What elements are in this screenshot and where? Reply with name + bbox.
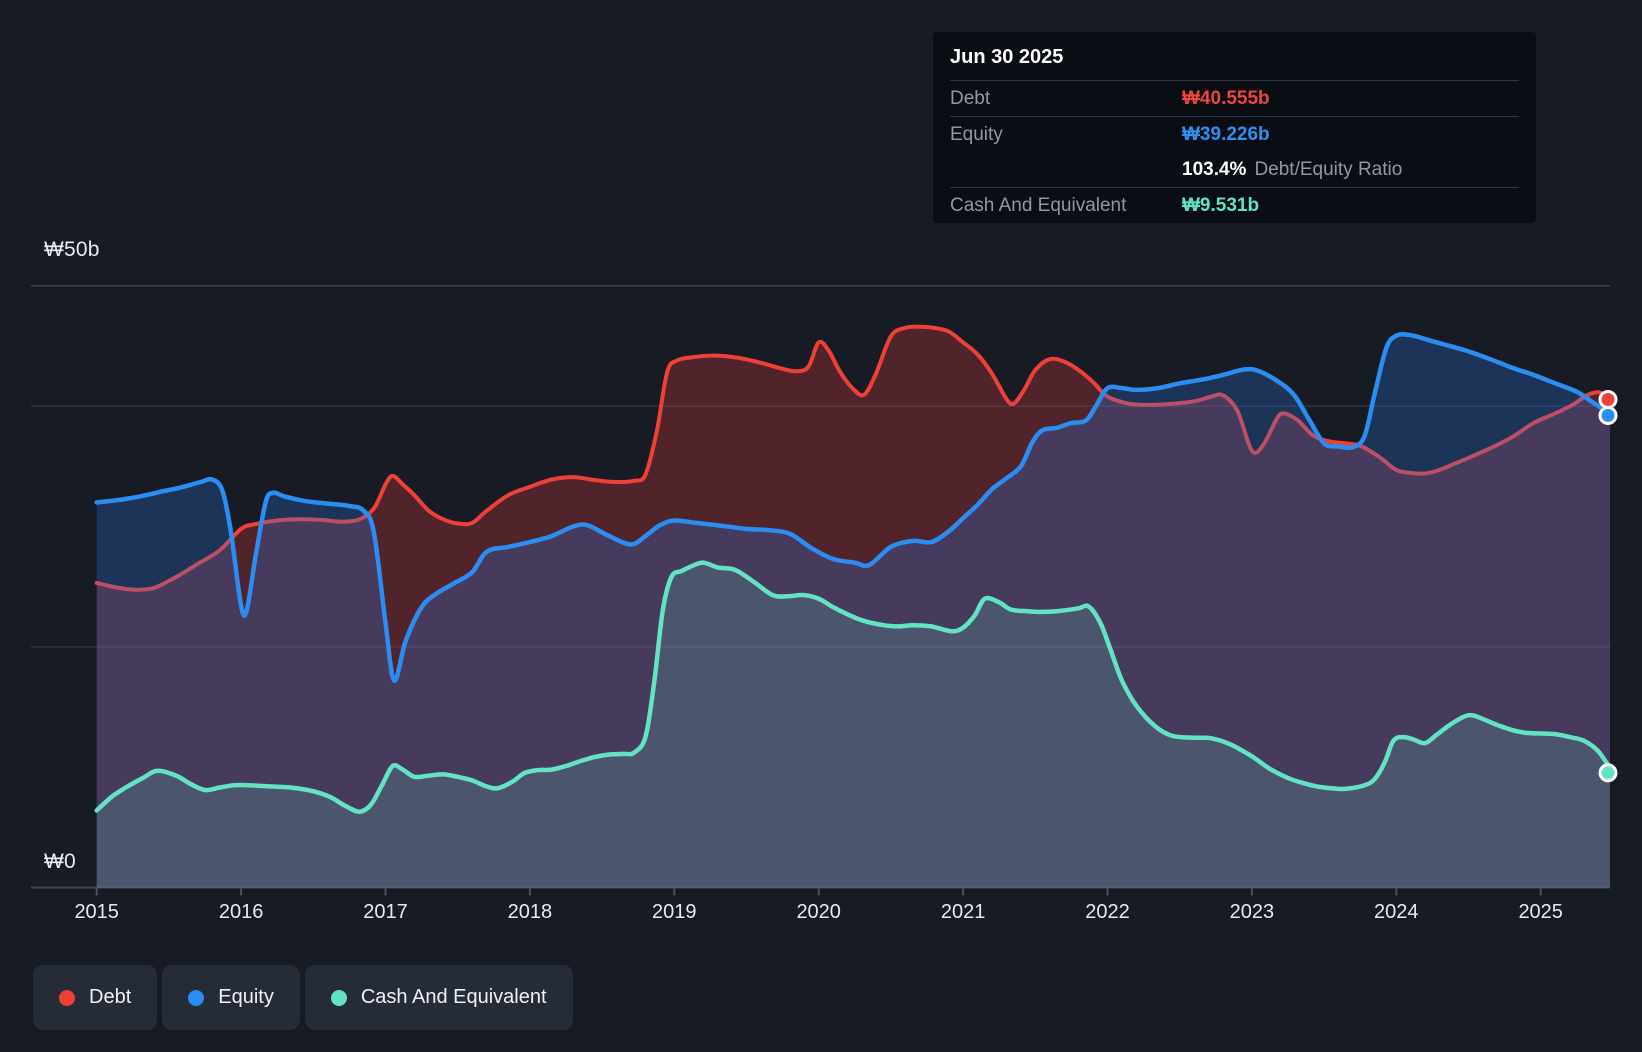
legend-dot-icon (330, 989, 347, 1006)
tooltip-row-cash: Cash And Equivalent ₩9.531b (950, 187, 1519, 223)
x-axis-label-2021: 2021 (940, 901, 986, 923)
x-axis-label-2022: 2022 (1085, 901, 1130, 923)
equity-area (96, 334, 1610, 888)
tooltip-debt-label: Debt (950, 87, 991, 109)
legend-item-cash-and-equivalent[interactable]: Cash And Equivalent (304, 965, 573, 1030)
x-axis-label-2019: 2019 (652, 901, 697, 923)
tooltip-ratio-label: Debt/Equity Ratio (1254, 158, 1403, 180)
equity-end-marker[interactable] (1598, 405, 1618, 425)
x-axis-label-2023: 2023 (1229, 901, 1275, 923)
tooltip-debt-value: ₩40.555b (1182, 87, 1270, 109)
x-axis-label-2015: 2015 (74, 901, 119, 923)
cash-area (96, 562, 1610, 888)
x-axis-label-2016: 2016 (218, 901, 264, 923)
y-axis-zero-label: ₩0 (44, 850, 76, 873)
x-axis-label-2020: 2020 (796, 901, 841, 923)
legend-item-label: Debt (89, 986, 132, 1008)
equity-line (94, 331, 1610, 683)
chart-tooltip: Jun 30 2025 Debt ₩40.555b Equity ₩39.226… (933, 32, 1536, 223)
cash-end-marker[interactable] (1598, 763, 1618, 783)
tooltip-row-equity: Equity ₩39.226b (950, 116, 1519, 152)
cash-line (94, 560, 1610, 814)
legend-item-equity[interactable]: Equity (162, 965, 300, 1030)
tooltip-cash-value: ₩9.531b (1182, 194, 1260, 216)
legend-dot-icon (188, 989, 205, 1006)
legend-dot-icon (59, 989, 75, 1006)
tooltip-ratio-value: 103.4% (1182, 158, 1247, 180)
tooltip-row-ratio: 103.4% Debt/Equity Ratio (950, 152, 1519, 187)
x-axis-label-2025: 2025 (1518, 901, 1563, 923)
tooltip-date: Jun 30 2025 (950, 46, 1064, 68)
tooltip-cash-label: Cash And Equivalent (950, 194, 1127, 216)
x-axis-label-2024: 2024 (1374, 901, 1419, 923)
x-axis-label-2018: 2018 (507, 901, 553, 923)
debt-end-marker[interactable] (1598, 389, 1618, 409)
y-axis-max-label: ₩50b (44, 238, 100, 261)
tooltip-row-debt: Debt ₩40.555b (950, 80, 1519, 116)
chart-legend: Debt Equity Cash And Equivalent (33, 965, 573, 1030)
legend-item-debt[interactable]: Debt (33, 965, 158, 1030)
legend-item-label: Cash And Equivalent (360, 986, 547, 1008)
tooltip-equity-label: Equity (950, 123, 1003, 145)
legend-item-label: Equity (218, 986, 274, 1008)
tooltip-equity-value: ₩39.226b (1182, 123, 1270, 145)
x-axis-label-2017: 2017 (363, 901, 408, 923)
